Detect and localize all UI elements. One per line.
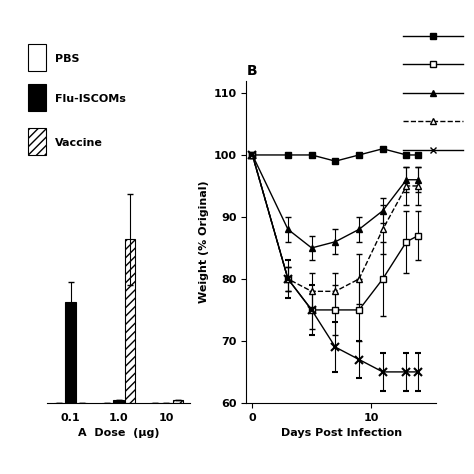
Bar	[113, 400, 124, 403]
Bar	[28, 128, 46, 155]
Text: PBS: PBS	[55, 54, 80, 64]
Text: B: B	[246, 64, 257, 78]
Bar	[65, 301, 76, 403]
Bar	[173, 400, 183, 403]
X-axis label: Days Post Infection: Days Post Infection	[281, 428, 402, 438]
Y-axis label: Weight (% Original): Weight (% Original)	[200, 181, 210, 303]
Text: Flu-ISCOMs: Flu-ISCOMs	[55, 94, 126, 104]
Bar	[125, 239, 135, 403]
Text: Vaccine: Vaccine	[55, 137, 103, 147]
X-axis label: A  Dose  (µg): A Dose (µg)	[78, 428, 159, 438]
Bar	[28, 84, 46, 111]
Bar	[28, 45, 46, 71]
